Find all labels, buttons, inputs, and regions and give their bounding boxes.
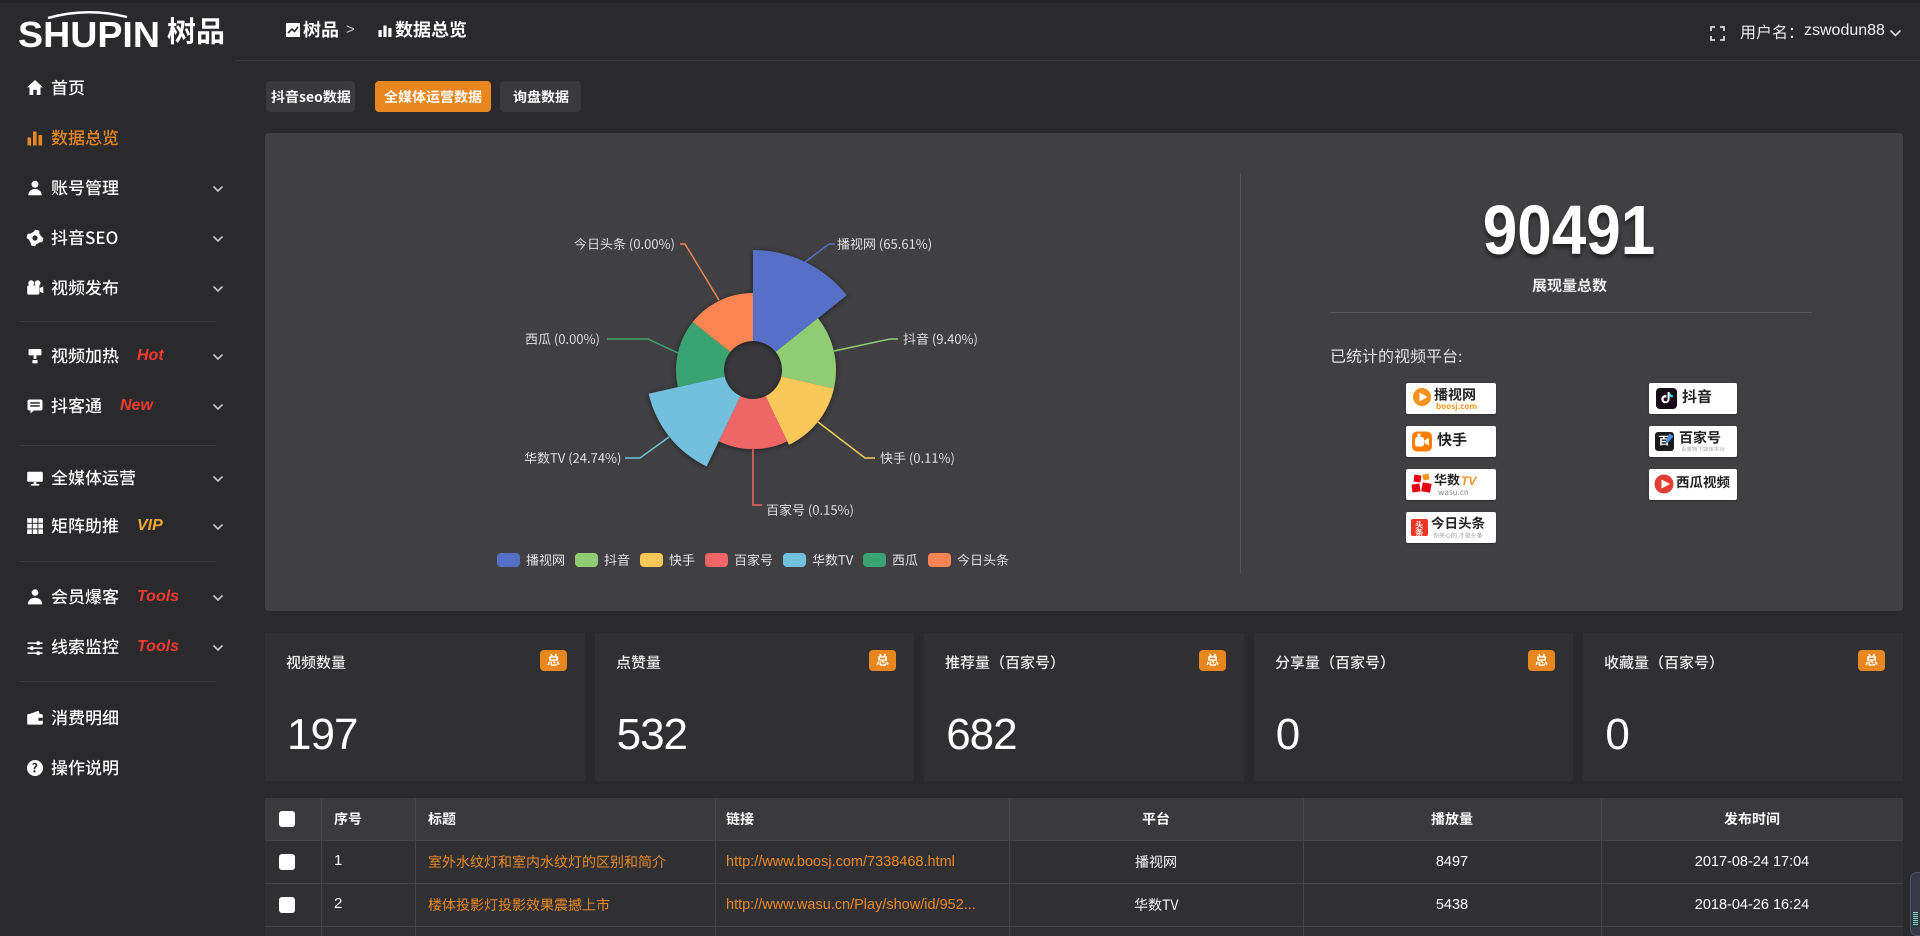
svg-text:TV: TV [1461, 474, 1477, 488]
svg-text:SHUPIN: SHUPIN [18, 14, 160, 52]
